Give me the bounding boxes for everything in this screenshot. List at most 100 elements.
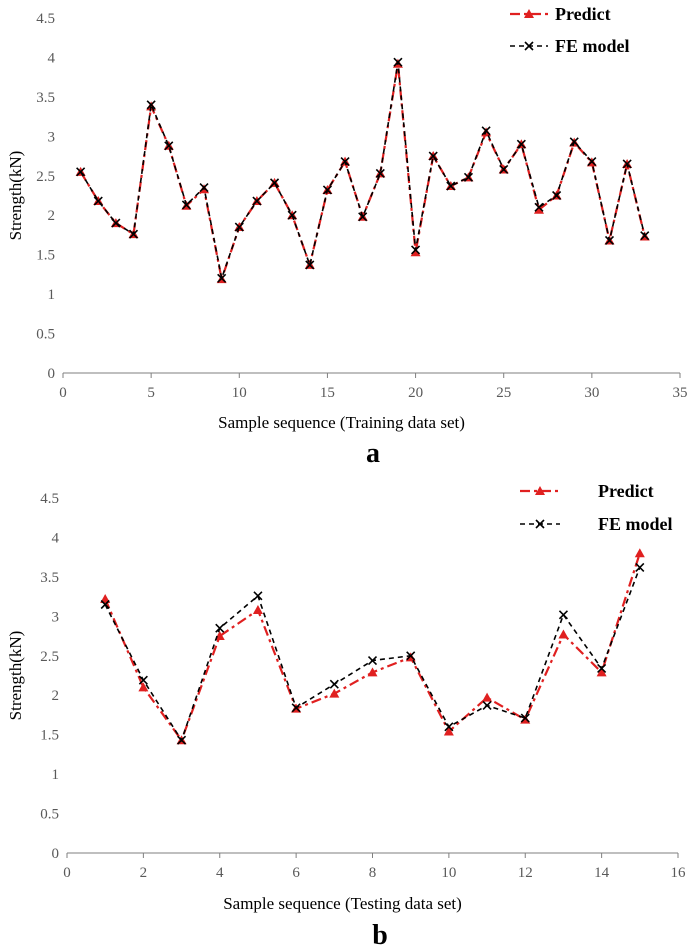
fe-model-point xyxy=(534,202,544,212)
legend-predict-triangle-icon xyxy=(524,9,534,18)
fe-model-point xyxy=(269,178,280,188)
fe-model-point xyxy=(411,245,421,255)
y-tick-label: 3.5 xyxy=(36,90,55,106)
fe-model-point xyxy=(558,610,569,620)
y-tick-label: 0 xyxy=(48,366,56,382)
fe-model-series-line xyxy=(79,62,646,282)
predict-point xyxy=(443,726,454,736)
y-tick-label: 2 xyxy=(52,688,60,704)
predict-point xyxy=(482,692,493,702)
fe-model-point xyxy=(234,222,244,232)
x-tick-label: 10 xyxy=(232,385,247,401)
fe-model-point xyxy=(367,655,378,666)
fe-model-point xyxy=(444,722,454,732)
fe-model-point xyxy=(215,623,225,633)
legend: Predict FE model xyxy=(510,4,630,56)
fe-model-point xyxy=(406,651,416,661)
y-tick-label: 2.5 xyxy=(40,649,59,665)
x-tick-label: 4 xyxy=(216,865,224,881)
fe-model-point xyxy=(569,137,579,147)
fe-model-point xyxy=(552,190,562,201)
fe-model-point xyxy=(640,231,650,241)
predict-series-line xyxy=(79,63,646,284)
predict-point xyxy=(138,682,149,692)
y-tick-label: 1.5 xyxy=(40,728,59,744)
x-tick-label: 35 xyxy=(673,385,688,401)
fe-model-point xyxy=(164,141,174,151)
y-tick-label: 4 xyxy=(48,50,56,66)
predict-point xyxy=(558,629,569,639)
fe-model-point xyxy=(291,703,301,713)
fe-model-point xyxy=(322,185,332,195)
fe-model-point xyxy=(463,172,474,182)
x-tick-label: 10 xyxy=(441,865,456,881)
x-axis-ticks: 0 5 10 15 20 25 30 35 xyxy=(59,373,688,401)
chart-panel-a: 0 0.5 1 1.5 2 2.5 3 3.5 4 4.5 0 5 10 15 20 25 30 35 Stre… xyxy=(6,4,688,469)
legend-item-predict: Predict xyxy=(520,481,654,501)
fe-model-point xyxy=(520,713,530,723)
y-tick-label: 1 xyxy=(48,287,56,303)
fe-model-point xyxy=(146,100,156,110)
x-tick-label: 15 xyxy=(320,385,335,401)
y-tick-label: 3.5 xyxy=(40,570,59,586)
series-layer xyxy=(75,57,650,284)
x-tick-label: 12 xyxy=(518,865,533,881)
fe-model-point xyxy=(446,181,456,191)
y-tick-label: 3 xyxy=(52,609,60,625)
fe-model-point xyxy=(482,700,492,711)
predict-point xyxy=(367,667,378,677)
y-tick-label: 1.5 xyxy=(36,248,55,264)
fe-model-point xyxy=(499,164,509,175)
fe-model-point xyxy=(516,139,526,149)
legend-predict-label: Predict xyxy=(555,4,611,24)
fe-model-point xyxy=(622,159,632,169)
predict-point xyxy=(410,247,421,257)
legend-item-fe-model: FE model xyxy=(520,514,673,534)
fe-model-point xyxy=(635,562,645,572)
y-tick-label: 4 xyxy=(52,530,60,546)
fe-model-point xyxy=(111,218,121,228)
chart-panel-b: 0 0.5 1 1.5 2 2.5 3 3.5 4 4.5 0 2 4 6 8 10 12 14 16 Stren… xyxy=(6,481,686,949)
x-tick-label: 30 xyxy=(584,385,599,401)
legend-item-predict: Predict xyxy=(510,4,611,24)
fe-model-series-line xyxy=(104,567,641,743)
fe-model-point xyxy=(329,679,339,689)
fe-model-point xyxy=(393,57,403,67)
predict-point xyxy=(100,593,111,603)
x-axis-title: Sample sequence (Training data set) xyxy=(218,413,465,432)
x-tick-label: 14 xyxy=(594,865,610,881)
x-tick-label: 0 xyxy=(63,865,71,881)
x-tick-label: 6 xyxy=(292,865,300,881)
x-tick-label: 5 xyxy=(147,385,155,401)
y-tick-label: 0.5 xyxy=(40,807,59,823)
y-tick-label: 2 xyxy=(48,208,56,224)
y-axis-title: Strength(kN) xyxy=(6,631,25,721)
fe-model-point xyxy=(597,663,607,673)
fe-model-point xyxy=(176,735,187,745)
panel-label-b: b xyxy=(372,920,388,949)
fe-model-point xyxy=(181,200,191,210)
fe-model-point xyxy=(217,273,227,283)
y-tick-label: 4.5 xyxy=(36,11,55,27)
legend-predict-label: Predict xyxy=(598,481,654,501)
fe-model-point xyxy=(138,675,148,685)
y-axis-ticks: 0 0.5 1 1.5 2 2.5 3 3.5 4 4.5 xyxy=(36,11,55,382)
legend-fe-label: FE model xyxy=(598,514,673,534)
fe-model-point xyxy=(76,167,86,177)
fe-model-point xyxy=(199,183,209,193)
predict-point xyxy=(533,204,544,214)
x-tick-label: 20 xyxy=(408,385,423,401)
predict-series-line xyxy=(104,552,641,743)
fe-model-point xyxy=(604,235,615,246)
x-tick-label: 16 xyxy=(671,865,687,881)
legend-fe-x-icon xyxy=(535,519,545,529)
x-tick-label: 25 xyxy=(496,385,511,401)
x-tick-label: 2 xyxy=(140,865,148,881)
fe-model-point xyxy=(375,168,385,178)
fe-model-point xyxy=(93,196,103,206)
legend-fe-x-icon xyxy=(524,41,534,51)
fe-model-point xyxy=(481,126,491,136)
fe-model-point xyxy=(587,157,597,167)
legend-predict-triangle-icon xyxy=(535,486,545,495)
y-axis-title: Strength(kN) xyxy=(6,151,25,241)
